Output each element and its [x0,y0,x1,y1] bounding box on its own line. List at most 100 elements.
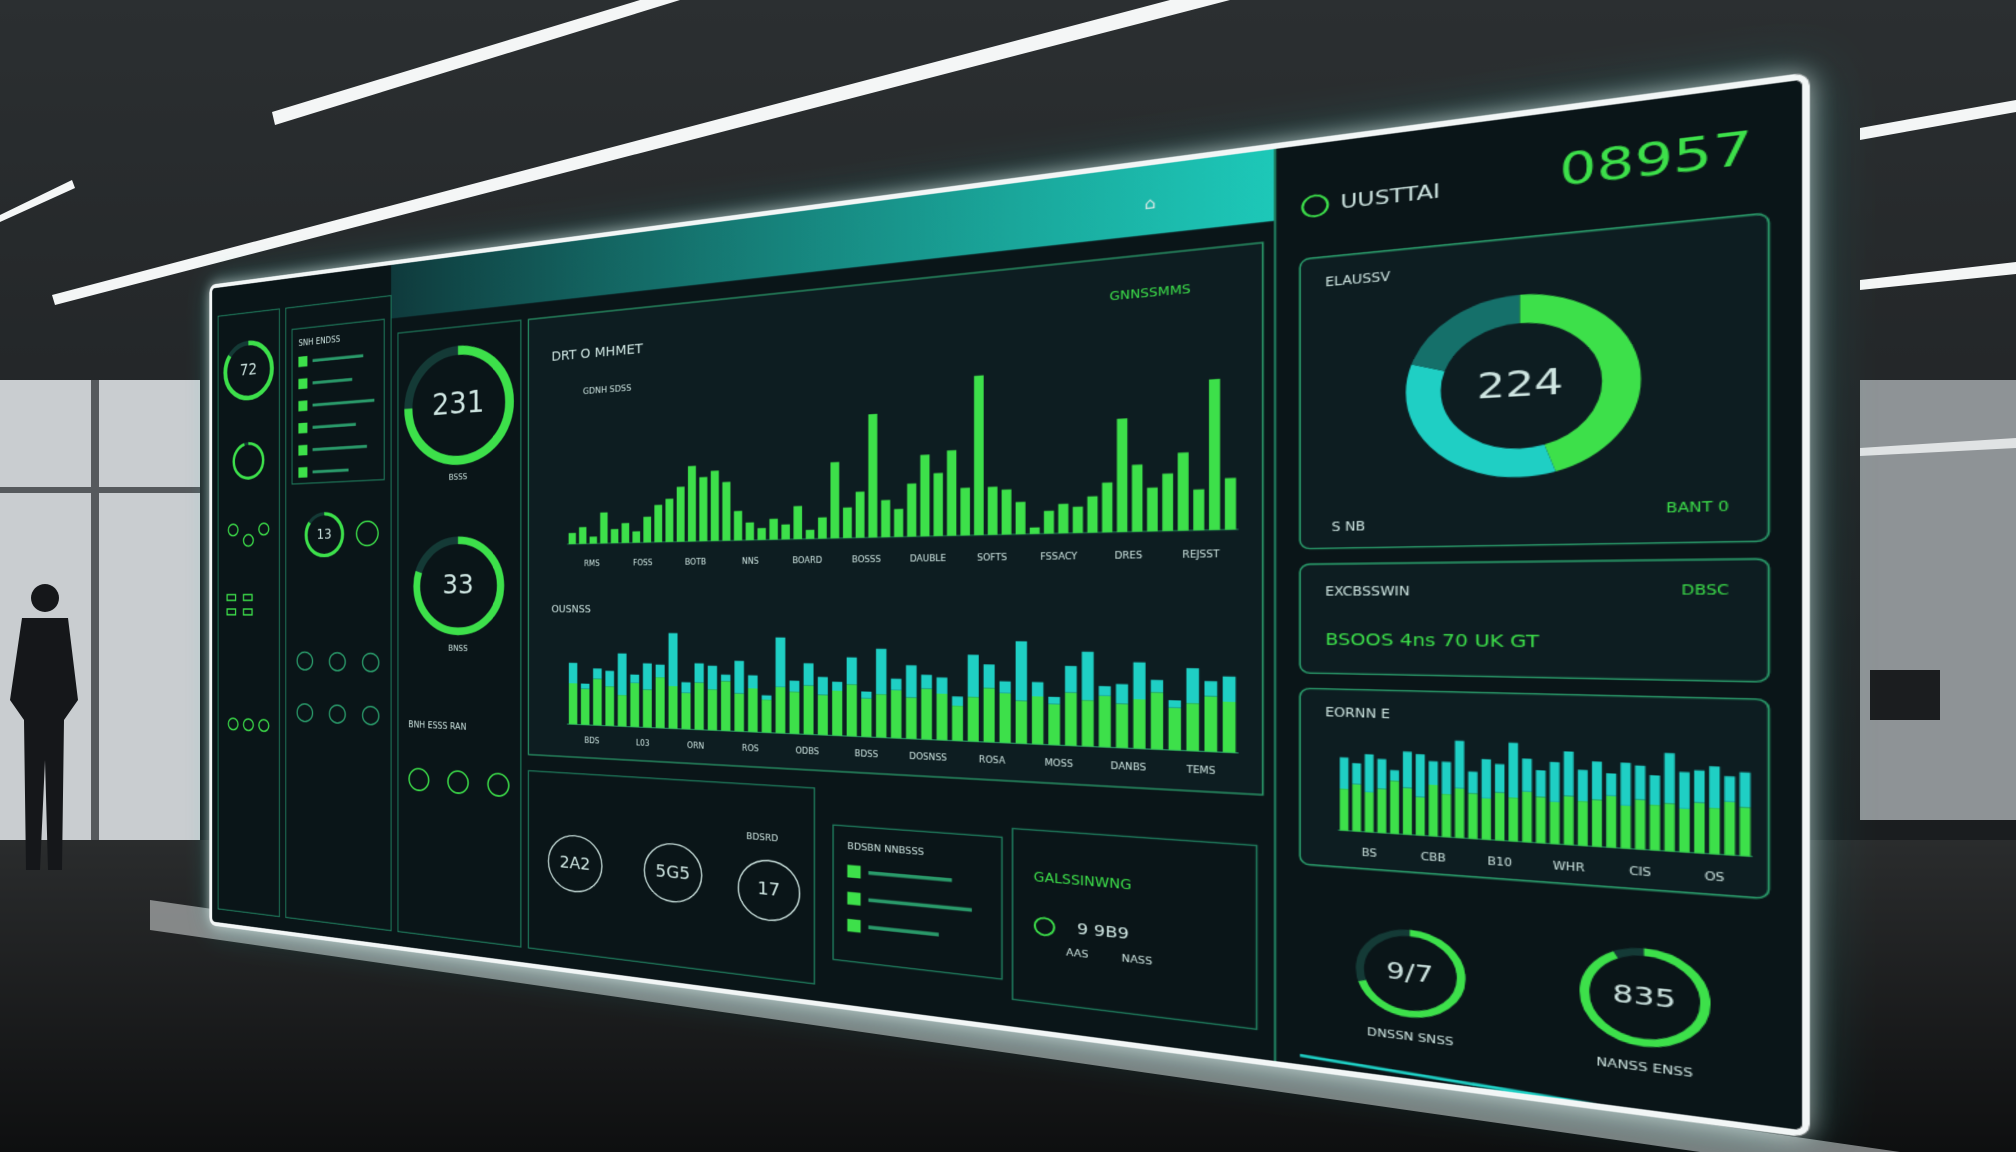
bar [593,678,602,726]
bar [699,476,708,542]
header-bar [391,148,1276,319]
bar [876,694,887,738]
gauge-label: 13 [317,527,332,543]
bar [605,670,615,687]
chart-subtitle: GDNH SDSS [583,383,632,396]
x-tick-label: REJSST [1182,549,1220,561]
bar [1635,799,1646,850]
bar [1081,700,1094,747]
list-square [847,864,861,879]
list-square [298,378,308,390]
bar [1204,681,1218,697]
bar [1193,489,1205,531]
bar [832,681,843,691]
bar [894,508,904,538]
bar [781,524,790,540]
bar [1222,701,1236,753]
bar [694,663,704,683]
bar [1454,788,1465,839]
gauge: 72 [225,340,272,399]
list-square [298,400,308,412]
bar [1168,707,1182,751]
x-tick-label: SOFTS [977,552,1008,563]
bar [817,676,828,695]
caption: NASS [1122,953,1153,968]
ceiling-light [1860,100,2016,140]
bar [952,705,963,742]
bar [1508,797,1519,842]
bar [1563,751,1574,797]
bar [1620,805,1631,849]
bar [1577,769,1588,802]
bar [960,487,970,536]
bar [952,696,963,706]
ceiling-light [52,0,1230,305]
bar [999,681,1011,694]
bar [936,693,948,741]
bar [1339,757,1349,790]
gauge-label: 835 [1613,980,1676,1015]
bar [967,654,979,698]
bar [1649,775,1660,806]
x-tick-label: DANBS [1111,761,1147,774]
bar [1709,766,1720,809]
bar [734,660,744,694]
bar [1098,685,1111,697]
bar [1415,796,1425,836]
list-square [298,467,308,478]
bar [1649,804,1660,851]
bar [1390,769,1400,782]
x-tick-label: MOSS [1045,758,1074,770]
x-tick-label: B10 [1487,855,1512,869]
bar [1415,754,1425,798]
bar [842,507,852,539]
list-square [847,891,861,906]
bar [775,637,786,688]
bar [1739,772,1751,808]
bar [832,690,843,736]
bar [579,527,587,544]
x-tick-label: BS [1362,846,1378,859]
bar [1224,477,1237,530]
bar [694,682,704,730]
bar [1162,473,1174,532]
bar [1186,703,1200,752]
x-tick-label: ROSA [979,755,1006,767]
bar [1522,758,1532,792]
bar [707,665,718,690]
bar [1664,803,1675,852]
bar [1591,799,1602,848]
bar [1428,761,1438,786]
metric: 17 [757,878,780,901]
bar [789,691,800,734]
bar [803,685,814,735]
bar [805,529,815,539]
bar [1724,776,1736,803]
bar [655,677,665,729]
x-tick-label: ODBS [795,746,819,757]
bar [803,663,814,686]
gauge-label: 231 [432,385,484,424]
bar [1739,807,1751,857]
bar [983,664,995,689]
gauge: 33 BNSS [417,539,501,653]
bar [1694,802,1705,854]
bar [1468,793,1478,840]
bar [761,699,772,733]
bar [1031,696,1044,745]
bar [1065,665,1077,693]
bar [1402,787,1412,836]
gauge-label: 72 [240,360,257,380]
bar [589,536,597,544]
caption: AAS [1066,947,1088,960]
bar [1428,784,1438,837]
bar [1072,506,1083,534]
bar [1081,651,1094,701]
bar [1015,501,1026,535]
x-tick-label: WHR [1553,859,1585,874]
bar [665,498,674,543]
bar [1390,780,1400,835]
bar [568,683,578,725]
bar [655,664,665,678]
bar [1131,464,1143,532]
